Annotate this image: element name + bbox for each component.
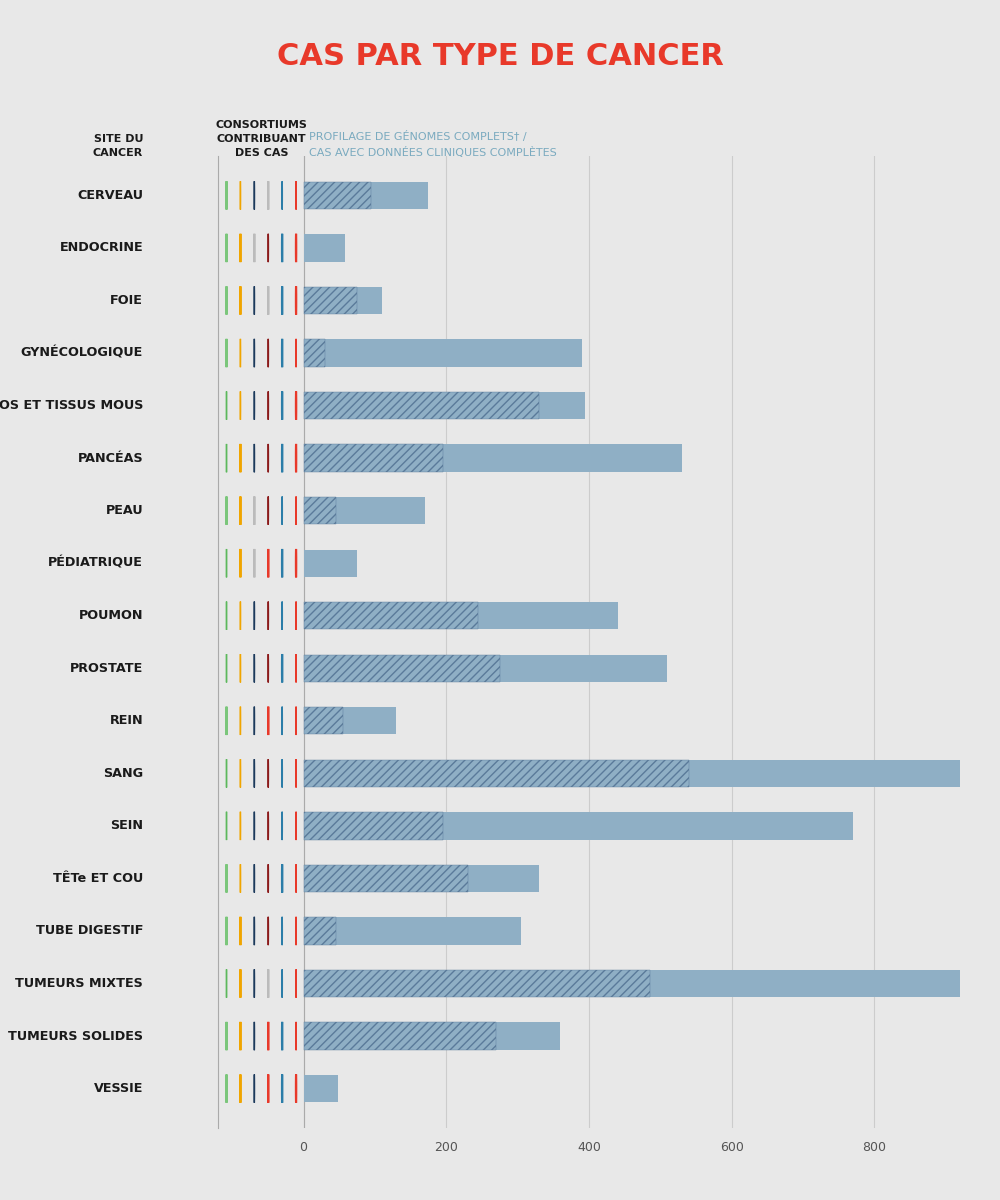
Text: CONSORTIUMS
CONTRIBUANT
DES CAS: CONSORTIUMS CONTRIBUANT DES CAS [215, 120, 307, 157]
Text: VESSIE: VESSIE [94, 1082, 143, 1096]
Bar [304, 865, 468, 892]
Text: ENDOCRINE: ENDOCRINE [59, 241, 143, 254]
Bar [304, 340, 582, 367]
Bar [304, 497, 336, 524]
Text: CERVEAU: CERVEAU [77, 188, 143, 202]
Bar [304, 970, 650, 997]
Bar [304, 760, 689, 787]
Text: GYNÉCOLOGIQUE: GYNÉCOLOGIQUE [21, 347, 143, 360]
Bar [304, 181, 371, 209]
Bar [304, 865, 539, 892]
Text: SEIN: SEIN [110, 820, 143, 833]
Bar [304, 234, 345, 262]
Text: PROFILAGE DE GÉNOMES COMPLETS† /
CAS AVEC DONNÉES CLINIQUES COMPLÈTES: PROFILAGE DE GÉNOMES COMPLETS† / CAS AVE… [309, 131, 557, 157]
Bar [304, 287, 357, 314]
Text: CAS PAR TYPE DE CANCER: CAS PAR TYPE DE CANCER [277, 42, 723, 71]
Bar [304, 917, 521, 944]
Text: REIN: REIN [109, 714, 143, 727]
Text: TUBE DIGESTIF: TUBE DIGESTIF [36, 924, 143, 937]
Bar [304, 340, 325, 367]
Text: TUMEURS SOLIDES: TUMEURS SOLIDES [8, 1030, 143, 1043]
Bar [304, 602, 478, 629]
Bar [304, 812, 853, 840]
Text: SANG: SANG [103, 767, 143, 780]
Bar [304, 970, 1000, 997]
Text: PEAU: PEAU [105, 504, 143, 517]
Bar [304, 602, 618, 629]
Bar [304, 655, 667, 682]
Bar [304, 444, 443, 472]
Text: PROSTATE: PROSTATE [70, 661, 143, 674]
Bar [304, 655, 500, 682]
Text: POUMON: POUMON [79, 610, 143, 623]
Bar [304, 1075, 338, 1103]
Bar [304, 287, 382, 314]
Bar [304, 550, 357, 577]
Bar [304, 497, 425, 524]
Text: PÉDIATRIQUE: PÉDIATRIQUE [48, 557, 143, 570]
Bar [304, 1022, 496, 1050]
Text: FOIE: FOIE [110, 294, 143, 307]
Text: OS ET TISSUS MOUS: OS ET TISSUS MOUS [0, 400, 143, 412]
Bar [304, 760, 1000, 787]
Bar [304, 1022, 560, 1050]
Text: SITE DU
CANCER: SITE DU CANCER [93, 133, 143, 157]
Bar [304, 444, 682, 472]
Bar [304, 181, 428, 209]
Bar [304, 917, 336, 944]
Bar [304, 707, 396, 734]
Text: TUMEURS MIXTES: TUMEURS MIXTES [15, 977, 143, 990]
Text: PANCÉAS: PANCÉAS [77, 451, 143, 464]
Bar [304, 812, 443, 840]
Text: TÊTe ET COU: TÊTe ET COU [53, 872, 143, 884]
Bar [304, 392, 539, 419]
Bar [304, 707, 343, 734]
Bar [304, 392, 585, 419]
